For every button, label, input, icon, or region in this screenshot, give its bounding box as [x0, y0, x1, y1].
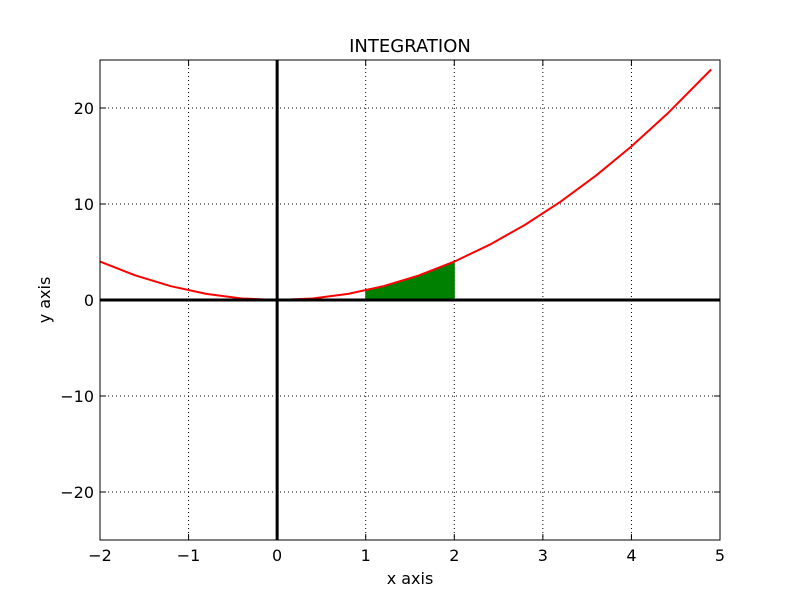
y-axis-title: y axis: [35, 277, 54, 324]
series-layer: [99, 68, 712, 301]
series-line: [99, 68, 712, 301]
x-tick-label: 5: [715, 546, 725, 565]
x-tick-label: 2: [449, 546, 459, 565]
y-tick-label: 10: [74, 195, 94, 214]
y-tick-label: 0: [84, 291, 94, 310]
y-tick-label: −10: [60, 387, 94, 406]
y-tick-label: 20: [74, 99, 94, 118]
x-tick-label: 0: [272, 546, 282, 565]
zero-lines: [100, 60, 720, 540]
chart-title: INTEGRATION: [349, 36, 471, 57]
x-tick-label: 3: [538, 546, 548, 565]
x-tick-label: 4: [626, 546, 636, 565]
x-tick-label: −1: [177, 546, 201, 565]
x-tick-label: 1: [361, 546, 371, 565]
y-tick-label: −20: [60, 483, 94, 502]
x-axis-title: x axis: [387, 569, 434, 588]
x-tick-label: −2: [88, 546, 112, 565]
